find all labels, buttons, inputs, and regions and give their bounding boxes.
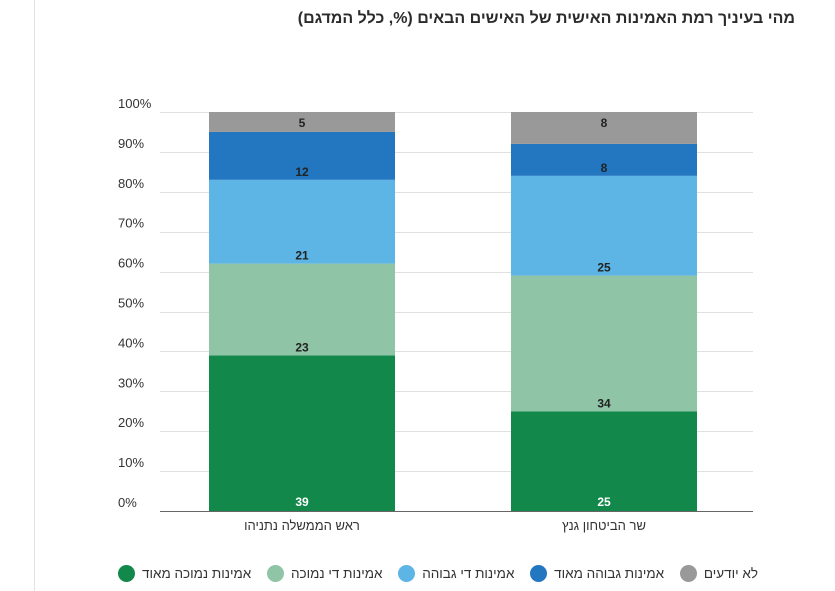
- legend-swatch: [398, 564, 416, 582]
- y-tick-label: 60%: [118, 256, 144, 271]
- bar-segment: [209, 355, 395, 511]
- data-label: 25: [597, 261, 611, 275]
- bar-segment: [209, 112, 395, 132]
- bar-segment: [209, 263, 395, 356]
- y-tick-label: 80%: [118, 176, 144, 191]
- data-label: 23: [295, 340, 309, 354]
- chart-legend: לא יודעים אמינות גבוהה מאוד אמינות די גבוה…: [118, 561, 758, 585]
- y-tick-label: 100%: [118, 96, 152, 111]
- bar-segment: [511, 143, 697, 176]
- data-label: 25: [597, 495, 611, 509]
- y-tick-label: 0%: [118, 495, 137, 510]
- bar-segment: [209, 131, 395, 180]
- y-tick-label: 40%: [118, 335, 144, 350]
- legend-label: לא יודעים: [703, 565, 758, 581]
- bar-segment: [511, 112, 697, 144]
- data-label: 8: [601, 161, 608, 175]
- legend-swatch: [530, 564, 548, 582]
- y-tick-label: 90%: [118, 136, 144, 151]
- legend-label: אמינות די נמוכה: [290, 565, 383, 581]
- y-tick-label: 20%: [118, 415, 144, 430]
- bar-segment: [511, 275, 697, 412]
- legend-swatch: [118, 564, 135, 582]
- x-category-label: ראש הממשלה נתניהו: [244, 518, 360, 533]
- legend-swatch: [266, 564, 284, 582]
- data-label: 34: [597, 396, 611, 410]
- left-divider: [34, 0, 35, 591]
- data-label: 8: [601, 116, 608, 130]
- legend-label: אמינות גבוהה מאוד: [554, 565, 665, 581]
- y-tick-label: 10%: [118, 455, 144, 470]
- legend-item: אמינות די גבוהה: [398, 564, 515, 582]
- legend-item: אמינות די נמוכה: [266, 564, 383, 582]
- y-tick-label: 50%: [118, 296, 144, 311]
- y-tick-label: 70%: [118, 216, 144, 231]
- legend-label: אמינות נמוכה מאוד: [142, 565, 252, 581]
- bar-segment: [511, 175, 697, 276]
- x-category-label: שר הביטחון גנץ: [562, 518, 646, 533]
- y-tick-label: 30%: [118, 375, 144, 390]
- data-label: 21: [295, 249, 309, 263]
- legend-item: אמינות נמוכה מאוד: [118, 564, 252, 582]
- legend-label: אמינות די גבוהה: [422, 565, 515, 581]
- data-label: 12: [295, 165, 309, 179]
- chart-title: מהי בעיניך רמת האמינות האישית של האישים …: [297, 10, 795, 27]
- legend-item: לא יודעים: [679, 564, 758, 582]
- bar-segment: [209, 179, 395, 264]
- legend-item: אמינות גבוהה מאוד: [530, 564, 665, 582]
- data-label: 5: [299, 116, 306, 130]
- stacked-bar-chart: 0% 10% 20% 30% 40% 50% 60% 70% 80% 90% 100% 39 23 21 1…: [118, 96, 753, 533]
- legend-swatch: [679, 564, 697, 582]
- bar-segment: [511, 411, 697, 511]
- data-label: 39: [295, 495, 309, 509]
